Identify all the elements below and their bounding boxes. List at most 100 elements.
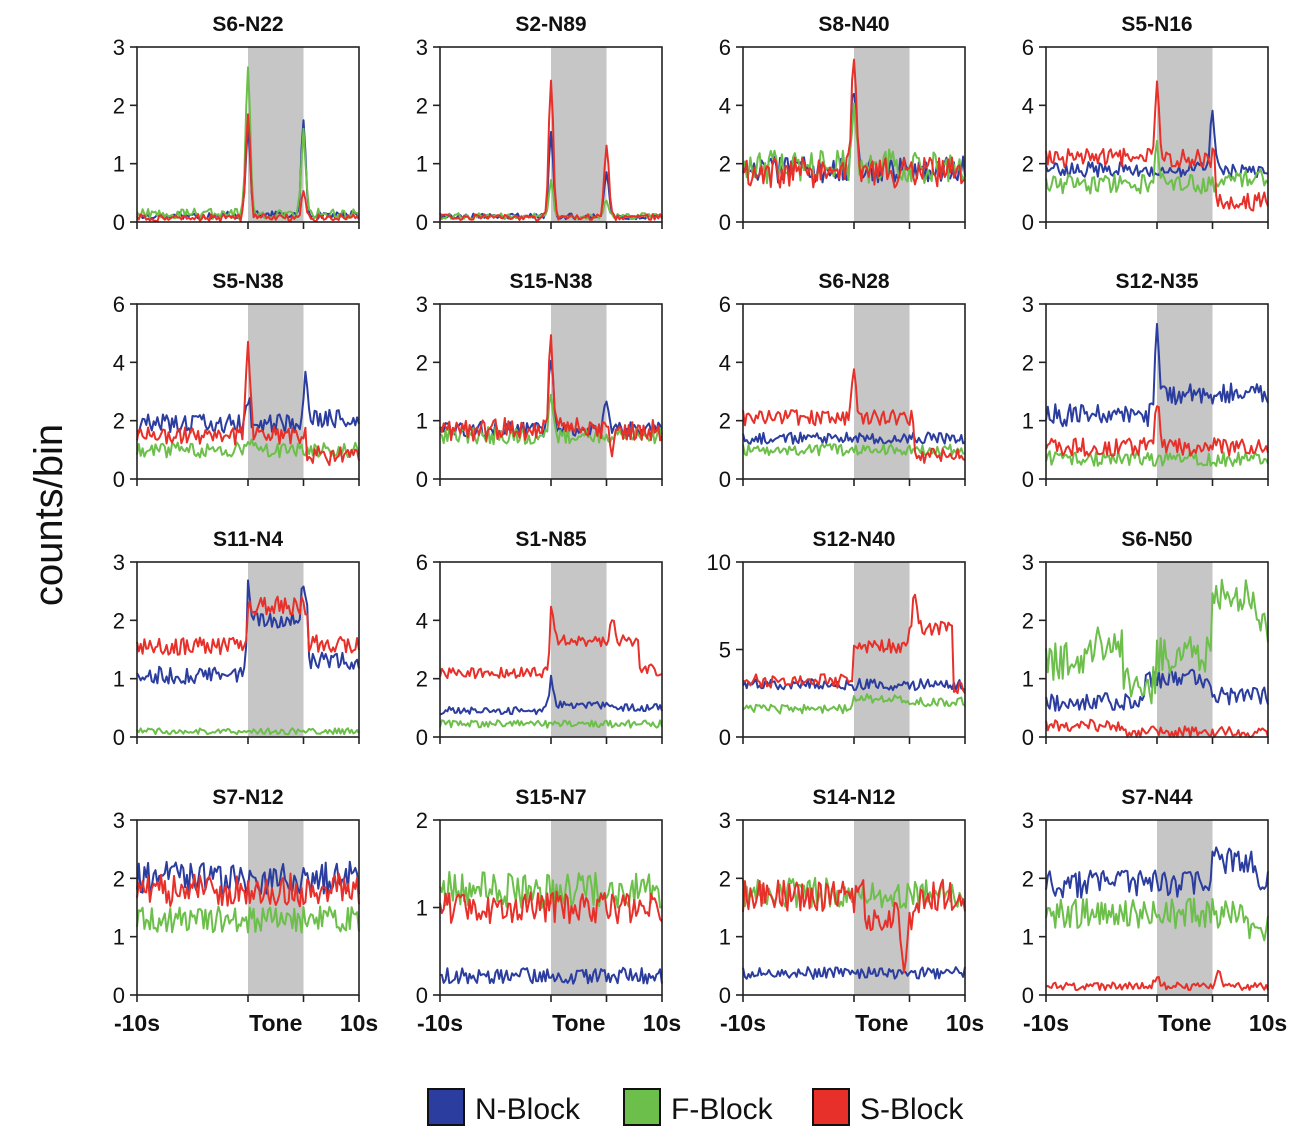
series-line-n-block [742,92,966,184]
y-tick-label: 4 [416,608,428,633]
y-tick-label: 0 [719,210,731,235]
legend-label: S-Block [860,1093,964,1126]
x-tick-label: -10s [417,1010,463,1036]
y-tick-label: 0 [113,983,125,1008]
y-tick-label: 1 [719,925,731,950]
panel-s2-n89: S2-N89 0 1 2 3 [416,13,663,235]
legend-swatch [427,1088,465,1126]
panel-s1-n85: S1-N85 0 2 4 6 [416,528,663,750]
legend-item-s-block: S-Block [812,1088,964,1126]
x-tick-label: 10s [340,1010,378,1036]
series-line-s-block [136,340,360,467]
series-line-n-block [1045,846,1269,899]
y-tick-label: 10 [707,550,731,575]
series-line-s-block [439,890,663,925]
series-line-n-block [742,677,966,692]
series-line-s-block [1045,80,1269,212]
y-tick-label: 1 [416,152,428,177]
x-tick-label: Tone [552,1010,605,1036]
y-tick-label: 0 [113,467,125,492]
tone-band [248,47,304,222]
series-line-f-block [1045,139,1269,195]
series-line-f-block [439,393,663,446]
y-tick-label: 6 [113,292,125,317]
y-tick-label: 6 [416,550,428,575]
y-tick-label: 4 [1022,93,1034,118]
series-line-s-block [742,593,966,695]
y-tick-label: 1 [1022,409,1034,434]
series-line-s-block [1045,405,1269,457]
y-tick-label: 1 [1022,667,1034,692]
y-tick-label: 0 [1022,725,1034,750]
series-line-s-block [1045,718,1269,738]
legend-label: F-Block [671,1093,774,1126]
y-tick-label: 2 [1022,608,1034,633]
y-tick-label: 2 [113,93,125,118]
y-tick-label: 3 [1022,550,1034,575]
y-tick-label: 0 [416,467,428,492]
y-tick-label: 3 [719,808,731,833]
x-tick-label: 10s [1249,1010,1287,1036]
tone-band [551,47,607,222]
y-tick-label: 2 [416,667,428,692]
x-tick-label: Tone [1158,1010,1211,1036]
y-tick-label: 0 [1022,467,1034,492]
tone-band [551,304,607,479]
series-line-n-block [439,966,663,985]
series-line-n-block [136,579,360,685]
series-line-s-block [742,878,966,974]
series-line-s-block [439,334,663,458]
panel-s6-n28: S6-N28 0 2 4 6 [719,270,966,492]
series-line-n-block [136,370,360,434]
panel-title: S12-N35 [1116,270,1199,293]
panel-s6-n50: S6-N50 0 1 2 3 [1022,528,1269,750]
series-line-s-block [1045,969,1269,991]
panel-title: S8-N40 [818,13,889,36]
legend-item-f-block: F-Block [623,1088,774,1126]
tone-band [248,562,304,737]
y-tick-label: 3 [1022,808,1034,833]
x-tick-label: -10s [114,1010,160,1036]
panel-s11-n4: S11-N4 0 1 2 3 [113,528,360,750]
x-tick-label: -10s [720,1010,766,1036]
panel-s15-n7: S15-N7 0 1 2 -10s Tone 10s [416,786,681,1036]
legend: N-Block F-Block S-Block [427,1088,964,1126]
series-line-s-block [439,605,663,680]
series-line-n-block [1045,322,1269,428]
series-line-f-block [1045,897,1269,942]
panel-s5-n16: S5-N16 0 2 4 6 [1022,13,1269,235]
y-tick-label: 0 [1022,983,1034,1008]
legend-label: N-Block [475,1093,581,1126]
legend-swatch [812,1088,850,1126]
series-line-f-block [439,719,663,729]
y-tick-label: 6 [719,292,731,317]
panel-s6-n22: S6-N22 0 1 2 3 [113,13,360,235]
panel-title: S15-N38 [510,270,593,293]
y-tick-label: 0 [416,983,428,1008]
y-tick-label: 4 [719,350,731,375]
series-line-n-block [742,966,966,980]
panel-title: S5-N38 [212,270,284,293]
y-tick-label: 1 [416,896,428,921]
y-tick-label: 0 [416,725,428,750]
y-tick-label: 0 [719,467,731,492]
y-tick-label: 6 [1022,35,1034,60]
series-line-s-block [136,113,360,223]
panel-s7-n12: S7-N12 0 1 2 3 -10s Tone 10s [113,786,378,1036]
y-tick-label: 2 [416,93,428,118]
y-tick-label: 0 [719,983,731,1008]
y-tick-label: 2 [719,866,731,891]
y-tick-label: 2 [416,808,428,833]
y-tick-label: 4 [719,93,731,118]
panel-title: S6-N50 [1121,528,1192,551]
y-tick-label: 3 [113,35,125,60]
y-tick-label: 2 [416,350,428,375]
y-tick-label: 3 [416,292,428,317]
y-tick-label: 1 [113,925,125,950]
tone-band [854,47,910,222]
y-tick-label: 1 [113,152,125,177]
series-line-f-block [742,102,966,185]
x-tick-label: 10s [643,1010,681,1036]
y-tick-label: 3 [416,35,428,60]
